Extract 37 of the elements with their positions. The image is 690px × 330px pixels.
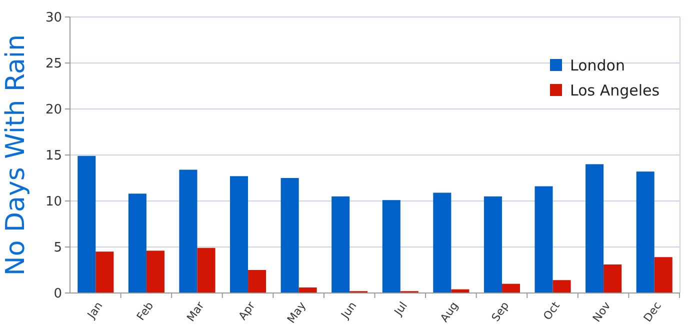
bar <box>654 257 672 293</box>
bar <box>128 194 146 293</box>
bar <box>636 172 654 293</box>
y-tick-label: 25 <box>45 56 62 72</box>
bar <box>433 192 452 293</box>
x-tick-label: Jan <box>84 299 106 322</box>
bar <box>502 284 520 293</box>
x-tick-label: Oct <box>540 298 563 323</box>
bar <box>146 250 164 293</box>
x-tick-label: Jul <box>391 299 410 319</box>
bar <box>197 248 216 293</box>
legend-label: London <box>570 56 625 74</box>
bar <box>552 280 571 293</box>
x-tick-label: Jun <box>338 299 360 322</box>
x-tick-label: Feb <box>134 299 156 323</box>
y-tick-label: 10 <box>45 194 62 210</box>
bar <box>248 270 266 293</box>
bar <box>332 196 350 293</box>
bar <box>280 178 299 293</box>
y-axis-title: No Days With Rain <box>1 34 31 276</box>
y-tick-label: 15 <box>45 148 62 164</box>
x-tick-label: Sep <box>489 299 512 324</box>
bar <box>604 264 622 293</box>
y-tick-label: 20 <box>45 102 62 118</box>
bar <box>78 156 96 293</box>
bar <box>484 196 502 293</box>
y-tick-label: 5 <box>54 240 62 256</box>
bar <box>586 164 604 293</box>
bar <box>298 287 317 293</box>
y-tick-label: 30 <box>45 10 62 26</box>
bar <box>230 176 248 293</box>
bar <box>382 200 400 293</box>
legend-label: Los Angeles <box>570 81 660 100</box>
y-tick-label: 0 <box>54 286 62 302</box>
bar <box>96 252 114 293</box>
bar <box>534 186 553 293</box>
bar <box>179 170 198 293</box>
